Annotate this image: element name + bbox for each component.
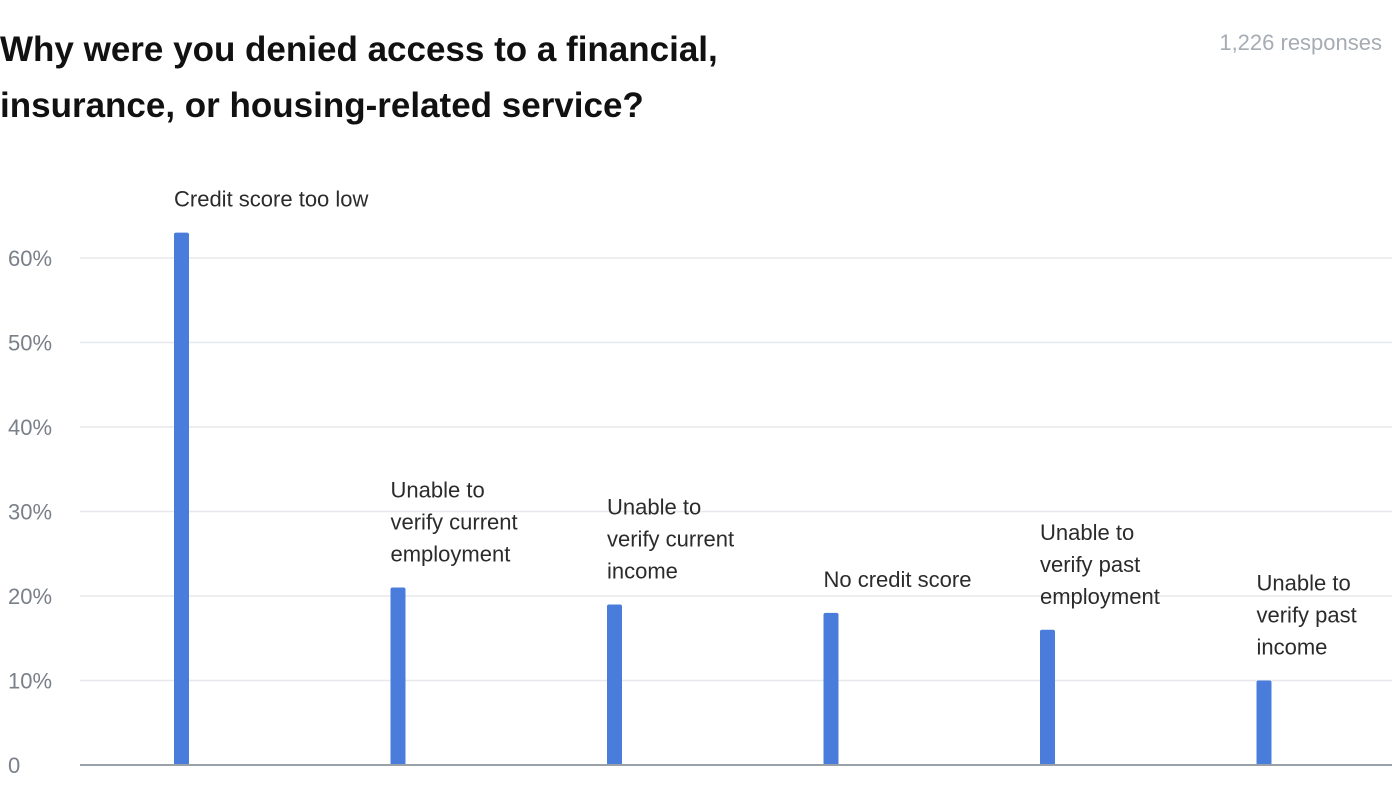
bar [174, 232, 189, 765]
bar [823, 612, 839, 765]
bar-labels: Credit score too low Unable to verify curr… [174, 187, 1357, 660]
bar-category-label: Unable to verify past employment [1040, 520, 1160, 609]
bar-category-label: Unable to verify current employment [391, 478, 518, 567]
y-tick-label: 10% [8, 669, 52, 694]
y-tick-label: 30% [8, 500, 52, 525]
y-tick-label: 0 [8, 753, 20, 778]
bar [390, 587, 406, 765]
bar [1256, 680, 1272, 765]
bar-category-label: No credit score [824, 567, 972, 592]
bar-category-label: Unable to verify past income [1257, 571, 1357, 660]
bar [607, 604, 622, 765]
y-axis-ticks: 0 10% 20% 30% 40% 50% 60% [8, 246, 52, 778]
chart-title: Why were you denied access to a financia… [0, 30, 718, 125]
bar [1040, 629, 1055, 765]
y-tick-label: 60% [8, 246, 52, 271]
bar-category-label: Credit score too low [174, 187, 369, 212]
y-tick-label: 40% [8, 415, 52, 440]
response-count: 1,226 responses [1219, 30, 1382, 55]
bar-category-label: Unable to verify current income [607, 494, 734, 583]
y-tick-label: 20% [8, 584, 52, 609]
y-tick-label: 50% [8, 331, 52, 356]
gridlines [80, 257, 1392, 682]
bars [174, 232, 1272, 765]
